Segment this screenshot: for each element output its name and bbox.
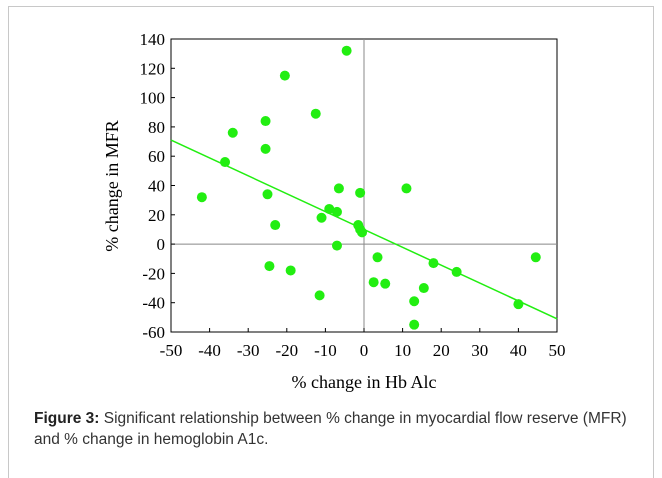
x-axis-label: % change in Hb Alc: [292, 372, 437, 392]
data-point: [227, 127, 238, 138]
data-point: [196, 192, 207, 203]
x-tick-label: -40: [198, 341, 221, 360]
x-tick-label: -10: [314, 341, 337, 360]
data-point: [409, 296, 420, 307]
data-point: [409, 319, 420, 330]
x-tick-label: 30: [471, 341, 488, 360]
data-point: [262, 189, 273, 200]
data-points: [196, 45, 541, 330]
y-tick-label: 140: [140, 30, 166, 49]
y-axis-label: % change in MFR: [102, 120, 122, 251]
x-tick-label: -20: [275, 341, 298, 360]
data-point: [355, 187, 366, 198]
y-tick-label: -40: [142, 294, 165, 313]
data-point: [285, 265, 296, 276]
data-point: [316, 212, 327, 223]
x-tick-label: 10: [394, 341, 411, 360]
data-point: [428, 258, 439, 269]
data-point: [401, 183, 412, 194]
y-tick-label: 40: [148, 177, 165, 196]
x-tick-labels: -50 -40 -30 -20 -10 0 10 20 30 40 50: [160, 341, 566, 360]
y-tick-label: 20: [148, 206, 165, 225]
x-tick-label: -30: [237, 341, 260, 360]
x-tick-label: 50: [549, 341, 566, 360]
data-point: [260, 143, 271, 154]
data-point: [314, 290, 325, 301]
y-tick-label: 100: [140, 89, 166, 108]
y-tick-labels: -60 -40 -20 0 20 40 60 80 100 120 140: [140, 30, 166, 342]
data-point: [341, 45, 352, 56]
data-point: [220, 157, 231, 168]
y-tick-label: 60: [148, 147, 165, 166]
x-tick-label: 20: [433, 341, 450, 360]
y-tick-label: 80: [148, 118, 165, 137]
data-point: [530, 252, 541, 263]
data-point: [357, 227, 368, 238]
x-tick-label: 0: [360, 341, 369, 360]
scatter-chart: -50 -40 -30 -20 -10 0 10 20 30 40 50 -60 -40 -20 0 20 4…: [102, 30, 566, 392]
data-point: [368, 277, 379, 288]
figure-frame: [8, 6, 654, 478]
data-point: [513, 299, 524, 310]
data-point: [279, 70, 290, 81]
zero-lines: [170, 38, 558, 333]
figure-caption: Figure 3: Significant relationship betwe…: [34, 408, 634, 450]
data-point: [324, 203, 335, 214]
data-point: [418, 283, 429, 294]
data-point: [260, 116, 271, 127]
data-point: [310, 108, 321, 119]
data-point: [333, 183, 344, 194]
caption-label: Figure 3:: [34, 410, 100, 427]
y-tick-label: 120: [140, 59, 166, 78]
data-point: [270, 220, 281, 231]
caption-text: Significant relationship between % chang…: [34, 410, 627, 448]
x-tick-label: -50: [160, 341, 183, 360]
x-tick-label: 40: [510, 341, 527, 360]
y-tick-label: 0: [157, 235, 166, 254]
y-tick-label: -20: [142, 264, 165, 283]
y-tick-label: -60: [142, 323, 165, 342]
data-point: [264, 261, 275, 272]
data-point: [331, 206, 342, 217]
data-point: [331, 240, 342, 251]
data-point: [380, 278, 391, 289]
data-point: [372, 252, 383, 263]
data-point: [451, 266, 462, 277]
